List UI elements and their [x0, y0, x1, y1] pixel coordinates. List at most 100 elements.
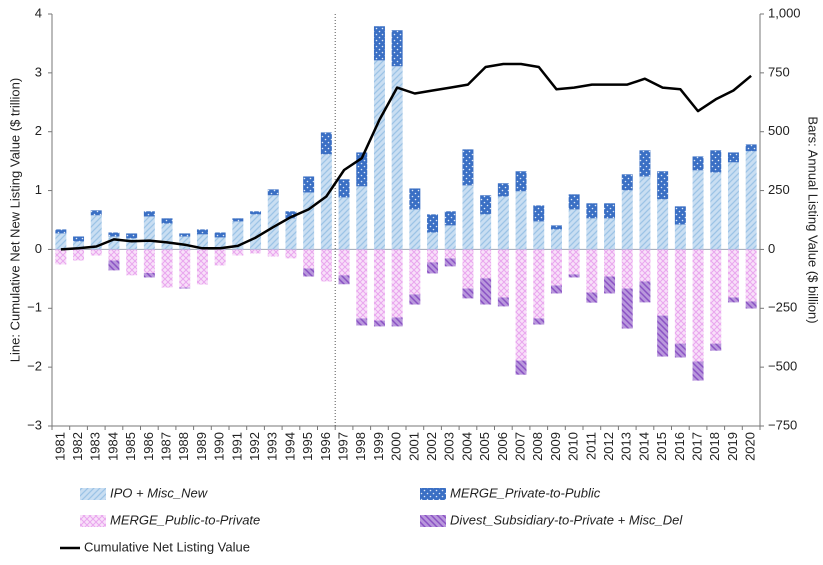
bar — [515, 171, 527, 192]
bar — [745, 151, 757, 250]
bar — [409, 249, 421, 295]
x-tick-label: 1981 — [52, 432, 67, 461]
bar — [639, 281, 651, 303]
x-tick-label: 1984 — [105, 432, 120, 461]
bar — [727, 297, 739, 303]
bar — [409, 188, 421, 210]
bar — [232, 249, 244, 256]
bar — [143, 272, 155, 278]
bar — [639, 150, 651, 177]
x-tick-label: 1989 — [194, 432, 209, 461]
bar — [320, 249, 332, 282]
bar — [692, 361, 704, 381]
bar — [90, 249, 102, 256]
bar — [356, 152, 368, 187]
bar — [727, 162, 739, 250]
x-tick-label: 1992 — [247, 432, 262, 461]
y-tick-label: 3 — [35, 64, 42, 79]
bar — [338, 197, 350, 250]
x-tick-label: 2005 — [477, 432, 492, 461]
bar — [621, 249, 633, 289]
bar — [586, 218, 598, 250]
bar — [338, 179, 350, 198]
x-tick-label: 2016 — [672, 432, 687, 461]
y-tick-label: 0 — [35, 241, 42, 256]
bar — [674, 249, 686, 344]
bar — [126, 238, 138, 250]
x-tick-label: 2020 — [743, 432, 758, 461]
x-tick-label: 1988 — [176, 432, 191, 461]
bar — [515, 249, 527, 361]
bar — [444, 225, 456, 250]
bar — [604, 276, 616, 294]
bar — [55, 249, 67, 265]
bar — [586, 203, 598, 219]
legend-label: Cumulative Net Listing Value — [84, 539, 250, 554]
bar — [391, 66, 403, 250]
bar — [604, 218, 616, 250]
bar — [161, 218, 173, 224]
bar — [179, 287, 191, 289]
bar — [267, 195, 279, 250]
bar — [710, 249, 722, 344]
bar — [497, 297, 509, 307]
x-tick-label: 2017 — [689, 432, 704, 461]
bar — [303, 249, 315, 269]
bar — [444, 249, 456, 259]
bar — [373, 320, 385, 327]
bar — [356, 186, 368, 250]
bar — [568, 209, 580, 250]
bar — [515, 360, 527, 375]
y-tick-label: −2 — [27, 359, 42, 374]
y2-tick-label: 500 — [768, 123, 790, 138]
bar — [497, 249, 509, 298]
bar — [250, 214, 262, 250]
bar — [621, 190, 633, 250]
bar — [373, 26, 385, 61]
bar — [497, 183, 509, 197]
bar — [409, 294, 421, 305]
bar — [745, 301, 757, 309]
bar — [214, 232, 226, 238]
bar — [462, 288, 474, 299]
bar — [285, 218, 297, 250]
bar — [126, 233, 138, 239]
bar — [196, 229, 208, 235]
x-tick-label: 1991 — [229, 432, 244, 461]
y2-tick-label: 1,000 — [768, 5, 801, 20]
x-tick-label: 1996 — [318, 432, 333, 461]
bar — [515, 191, 527, 250]
bar — [533, 205, 545, 222]
bar — [550, 229, 562, 250]
bar — [745, 249, 757, 302]
y2-tick-label: 0 — [768, 241, 775, 256]
bar — [727, 249, 739, 298]
bar — [73, 249, 85, 261]
x-tick-label: 1986 — [141, 432, 156, 461]
bar — [196, 249, 208, 285]
bar — [586, 292, 598, 303]
bar — [320, 154, 332, 250]
bar — [692, 170, 704, 250]
legend-swatch — [420, 488, 446, 500]
x-tick-label: 1983 — [88, 432, 103, 461]
x-tick-label: 2009 — [548, 432, 563, 461]
bar — [391, 317, 403, 327]
x-tick-label: 1995 — [300, 432, 315, 461]
bar — [303, 176, 315, 193]
y-tick-label: −1 — [27, 300, 42, 315]
bar — [427, 262, 439, 274]
bar — [409, 209, 421, 250]
bar — [232, 221, 244, 250]
legend-label: MERGE_Public-to-Private — [110, 512, 260, 527]
legend-label: IPO + Misc_New — [110, 485, 209, 500]
bar — [161, 249, 173, 288]
y2-axis-title: Bars: Annual Listing Value ($ billion) — [806, 116, 821, 323]
bar — [444, 258, 456, 267]
x-tick-label: 2000 — [389, 432, 404, 461]
bar — [568, 274, 580, 278]
x-tick-label: 2014 — [636, 432, 651, 461]
bar — [108, 260, 120, 271]
bar — [462, 149, 474, 186]
